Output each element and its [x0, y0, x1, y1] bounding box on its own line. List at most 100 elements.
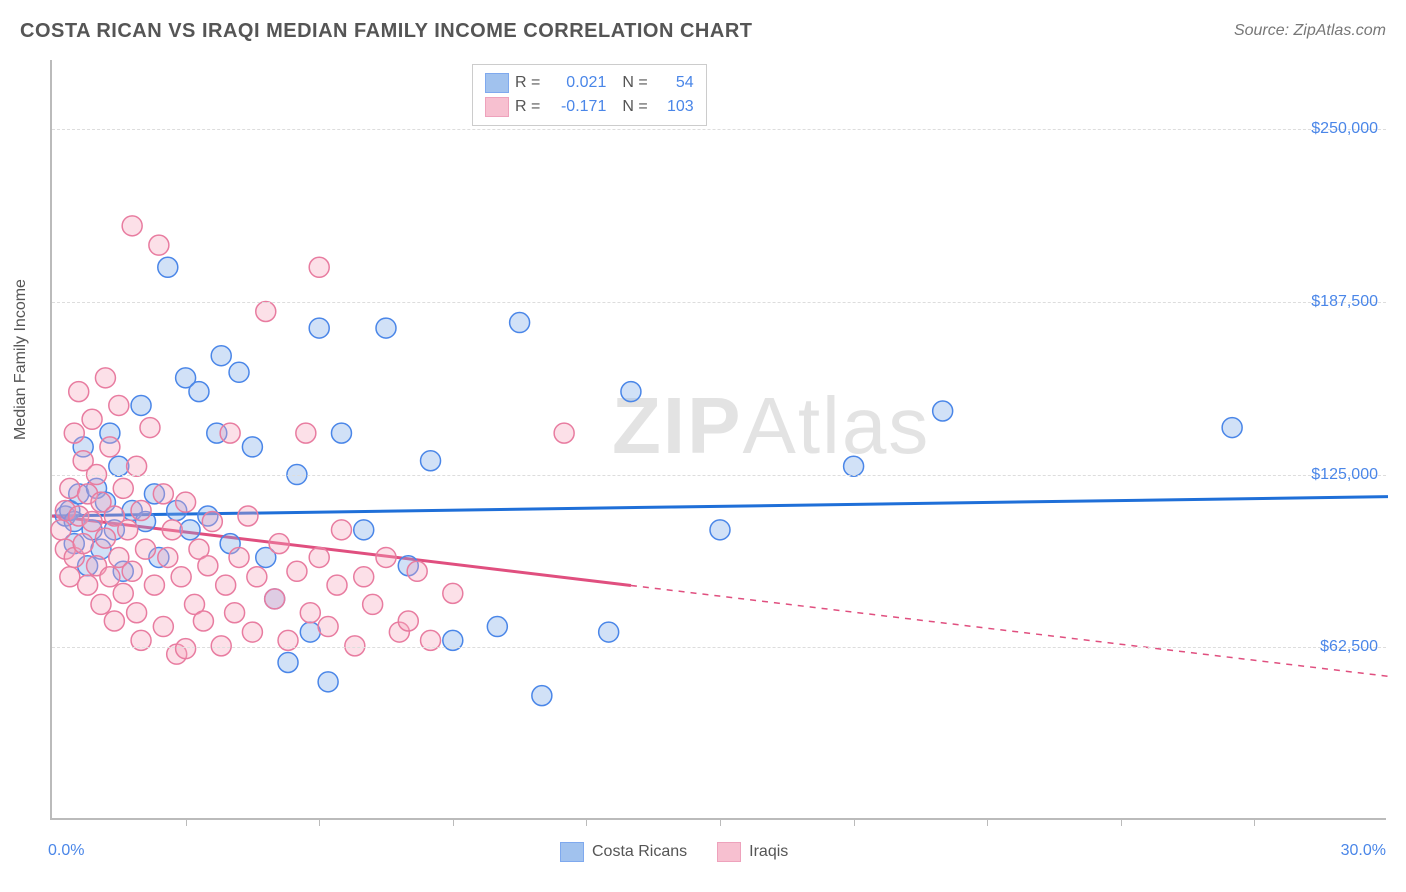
stats-legend-row: R = 0.021 N = 54: [485, 71, 694, 95]
n-value: 54: [654, 74, 694, 92]
data-point: [256, 301, 276, 321]
data-point: [100, 567, 120, 587]
data-point: [153, 484, 173, 504]
x-tick: [987, 818, 988, 826]
data-point: [122, 561, 142, 581]
data-point: [844, 456, 864, 476]
legend-label: Costa Ricans: [592, 843, 687, 861]
data-point: [153, 617, 173, 637]
data-point: [109, 456, 129, 476]
y-tick-label: $125,000: [1311, 466, 1378, 484]
x-tick: [854, 818, 855, 826]
data-point: [189, 382, 209, 402]
data-point: [318, 672, 338, 692]
data-point: [131, 500, 151, 520]
x-tick: [1254, 818, 1255, 826]
legend-swatch: [485, 97, 509, 117]
data-point: [198, 556, 218, 576]
data-point: [158, 547, 178, 567]
y-tick-label: $62,500: [1320, 638, 1378, 656]
data-point: [171, 567, 191, 587]
data-point: [300, 622, 320, 642]
data-point: [318, 617, 338, 637]
r-value: 0.021: [546, 74, 606, 92]
data-point: [127, 456, 147, 476]
data-point: [363, 594, 383, 614]
x-tick: [1121, 818, 1122, 826]
y-axis-label: Median Family Income: [12, 279, 30, 440]
n-label: N =: [622, 98, 647, 116]
data-point: [60, 567, 80, 587]
data-point: [176, 639, 196, 659]
data-point: [278, 652, 298, 672]
n-label: N =: [622, 74, 647, 92]
data-point: [599, 622, 619, 642]
data-point: [421, 451, 441, 471]
x-tick: [586, 818, 587, 826]
x-tick: [186, 818, 187, 826]
x-axis-max-label: 30.0%: [1341, 842, 1386, 860]
data-point: [376, 318, 396, 338]
data-point: [309, 318, 329, 338]
data-point: [158, 257, 178, 277]
legend-item: Costa Ricans: [560, 842, 687, 862]
gridline: [52, 475, 1386, 476]
gridline: [52, 302, 1386, 303]
data-point: [118, 520, 138, 540]
data-point: [104, 611, 124, 631]
data-point: [300, 603, 320, 623]
data-point: [140, 418, 160, 438]
data-point: [216, 575, 236, 595]
data-point: [78, 575, 98, 595]
data-point: [443, 583, 463, 603]
source-attribution: Source: ZipAtlas.com: [1234, 22, 1386, 40]
data-point: [296, 423, 316, 443]
data-point: [287, 561, 307, 581]
legend-label: Iraqis: [749, 843, 788, 861]
data-point: [510, 313, 530, 333]
data-point: [354, 520, 374, 540]
data-point: [487, 617, 507, 637]
data-point: [354, 567, 374, 587]
data-point: [327, 575, 347, 595]
y-tick-label: $187,500: [1311, 293, 1378, 311]
data-point: [229, 547, 249, 567]
stats-legend: R =0.021N =54R =-0.171N =103: [472, 64, 707, 126]
legend-swatch: [485, 73, 509, 93]
data-point: [933, 401, 953, 421]
r-value: -0.171: [546, 98, 606, 116]
data-point: [73, 534, 93, 554]
data-point: [95, 368, 115, 388]
data-point: [82, 409, 102, 429]
data-point: [60, 478, 80, 498]
data-point: [127, 603, 147, 623]
data-point: [407, 561, 427, 581]
data-point: [131, 395, 151, 415]
data-point: [136, 539, 156, 559]
data-point: [331, 520, 351, 540]
data-point: [269, 534, 289, 554]
r-label: R =: [515, 74, 540, 92]
data-point: [309, 547, 329, 567]
gridline: [52, 129, 1386, 130]
data-point: [242, 437, 262, 457]
data-point: [149, 235, 169, 255]
data-point: [220, 423, 240, 443]
data-point: [265, 589, 285, 609]
data-point: [122, 216, 142, 236]
legend-swatch: [717, 842, 741, 862]
series-legend: Costa Ricans Iraqis: [560, 842, 788, 862]
data-point: [180, 520, 200, 540]
data-point: [532, 686, 552, 706]
data-point: [1222, 418, 1242, 438]
y-tick-label: $250,000: [1311, 120, 1378, 138]
x-axis-min-label: 0.0%: [48, 842, 84, 860]
data-point: [710, 520, 730, 540]
data-point: [64, 423, 84, 443]
data-point: [376, 547, 396, 567]
data-point: [247, 567, 267, 587]
data-point: [225, 603, 245, 623]
data-point: [238, 506, 258, 526]
data-point: [113, 583, 133, 603]
data-point: [229, 362, 249, 382]
